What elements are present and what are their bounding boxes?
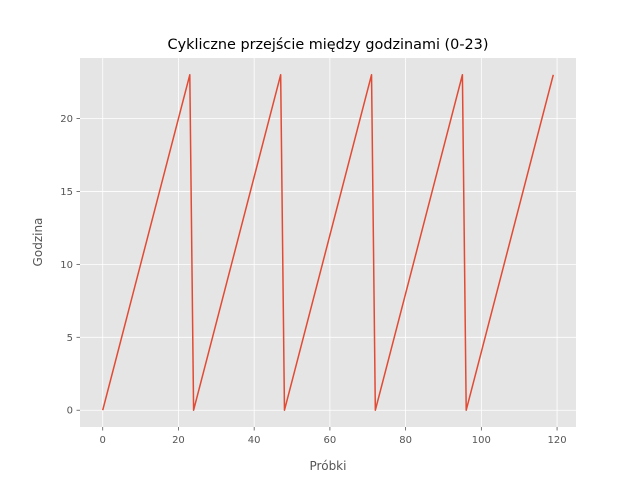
tick-layer: 0 20 40 60 80 100 120 0 5 10 15 20	[60, 114, 566, 446]
x-axis-label: Próbki	[310, 459, 347, 473]
x-tick-label: 80	[399, 435, 412, 446]
series-layer	[101, 74, 555, 411]
chart-title: Cykliczne przejście między godzinami (0-…	[168, 37, 489, 53]
y-tick-label: 15	[60, 187, 73, 198]
x-tick-label: 40	[248, 435, 261, 446]
x-tick-label: 20	[172, 435, 185, 446]
y-axis-label: Godzina	[31, 218, 45, 267]
grid	[80, 58, 576, 427]
y-tick-label: 0	[67, 406, 73, 417]
y-tick-label: 20	[60, 114, 73, 125]
y-tick-label: 5	[67, 333, 73, 344]
series-line	[101, 74, 555, 411]
x-tick-label: 100	[472, 435, 491, 446]
y-tick-label: 10	[60, 260, 73, 271]
x-tick-label: 60	[324, 435, 337, 446]
x-tick-label: 0	[100, 435, 106, 446]
x-tick-label: 120	[548, 435, 567, 446]
